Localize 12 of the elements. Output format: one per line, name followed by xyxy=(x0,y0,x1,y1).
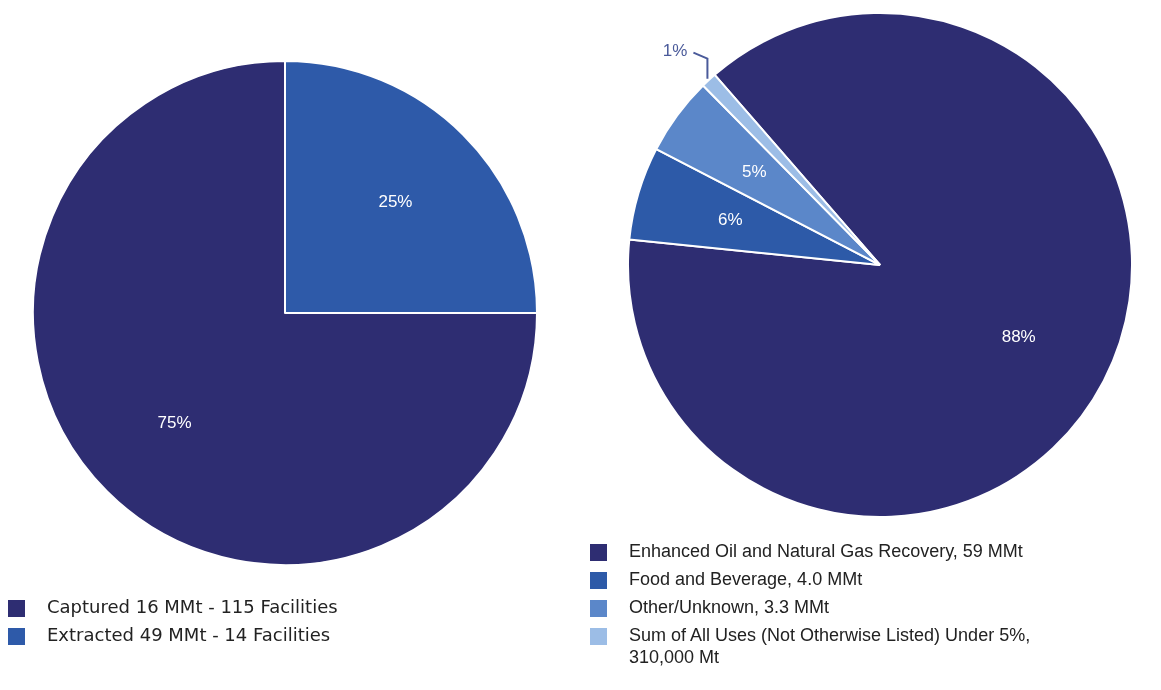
data-label: 1% xyxy=(662,41,688,61)
legend-label: Other/Unknown, 3.3 MMt xyxy=(629,596,830,618)
data-label: 25% xyxy=(378,192,413,212)
data-label: 88% xyxy=(1001,326,1036,346)
legend-label: Sum of All Uses (Not Otherwise Listed) Under 5%, 310,000 Mt xyxy=(629,624,1032,668)
legend-label: Captured 16 MMt - 115 Facilities xyxy=(47,596,338,618)
data-label: 6% xyxy=(717,210,743,230)
legend-label: Extracted 49 MMt - 14 Facilities xyxy=(47,624,331,646)
data-label: 5% xyxy=(741,161,767,181)
legend-label: Food and Beverage, 4.0 MMt xyxy=(629,568,863,590)
data-label: 75% xyxy=(157,413,192,433)
legend-label: Enhanced Oil and Natural Gas Recovery, 59 MMt xyxy=(629,540,1023,562)
